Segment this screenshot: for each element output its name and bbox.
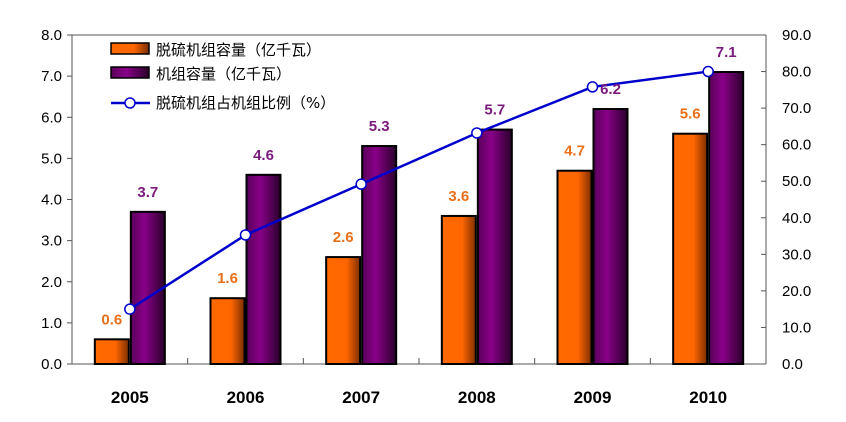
data-labels: 0.6 1.6 2.6 3.6 4.7 5.6 3.7 4.6 5.3 5.7 6.2 7.1 xyxy=(101,44,736,328)
right-tick-label: 20.0 xyxy=(782,283,811,300)
left-tick-label: 2.0 xyxy=(41,274,62,291)
axes: 0.0 1.0 2.0 3.0 4.0 5.0 6.0 7.0 8.0 0.0 10.0 20.0 30… xyxy=(41,27,811,407)
left-tick-label: 0.0 xyxy=(41,356,62,373)
legend-swatch-orange xyxy=(110,42,150,55)
data-label: 3.7 xyxy=(137,184,158,201)
legend-label-ratio: 脱硫机组占机组比例（%） xyxy=(156,94,335,112)
category-label: 2006 xyxy=(227,388,265,407)
ratio-point-2007 xyxy=(355,178,367,190)
category-label: 2010 xyxy=(689,388,727,407)
bar-capacity-2005 xyxy=(129,210,166,365)
left-tick-label: 3.0 xyxy=(41,233,62,250)
bar-capacity-2006 xyxy=(245,173,282,365)
line-series xyxy=(124,65,714,315)
ratio-line xyxy=(129,70,709,311)
left-tick-label: 4.0 xyxy=(41,192,62,209)
data-label: 4.6 xyxy=(253,147,274,164)
data-label: 6.2 xyxy=(600,81,621,98)
ratio-point-2010 xyxy=(702,65,714,78)
data-label: 2.6 xyxy=(333,229,354,246)
ratio-point-2009 xyxy=(586,81,599,93)
ratio-point-2005 xyxy=(124,303,136,315)
legend-marker xyxy=(124,97,136,109)
data-label: 1.6 xyxy=(217,270,238,287)
data-label: 5.3 xyxy=(369,118,390,135)
data-label: 5.6 xyxy=(680,106,701,123)
right-tick-label: 40.0 xyxy=(782,210,811,227)
bar-desulfur-2010 xyxy=(672,132,709,365)
category-label: 2007 xyxy=(342,388,380,407)
legend-swatch-purple xyxy=(110,66,150,79)
left-tick-label: 7.0 xyxy=(41,68,62,85)
bars xyxy=(93,71,745,366)
data-label: 0.6 xyxy=(101,311,122,328)
legend: 脱硫机组容量（亿千瓦） 机组容量（亿千瓦） 脱硫机组占机组比例（%） xyxy=(110,41,335,112)
right-tick-label: 30.0 xyxy=(782,246,811,263)
left-tick-label: 8.0 xyxy=(41,27,62,44)
right-tick-label: 10.0 xyxy=(782,319,811,336)
bar-capacity-2009 xyxy=(592,108,629,366)
data-label: 4.7 xyxy=(564,143,585,160)
category-label: 2008 xyxy=(458,388,496,407)
category-label: 2009 xyxy=(574,388,612,407)
left-tick-label: 5.0 xyxy=(41,150,62,167)
right-tick-label: 90.0 xyxy=(782,27,811,44)
data-label: 7.1 xyxy=(716,44,737,61)
legend-label-capacity: 机组容量（亿千瓦） xyxy=(156,65,291,83)
bar-desulfur-2007 xyxy=(325,256,362,366)
bar-desulfur-2008 xyxy=(440,214,477,365)
data-label: 3.6 xyxy=(448,188,469,205)
ratio-point-2008 xyxy=(471,127,483,139)
right-tick-label: 50.0 xyxy=(782,173,811,190)
bar-capacity-2010 xyxy=(708,71,745,365)
ratio-point-2006 xyxy=(239,229,252,241)
right-tick-label: 60.0 xyxy=(782,137,811,154)
bar-capacity-2008 xyxy=(476,128,513,365)
bar-desulfur-2005 xyxy=(93,338,130,366)
right-tick-label: 70.0 xyxy=(782,100,811,117)
right-tick-label: 0.0 xyxy=(782,356,803,373)
legend-label-desulfur: 脱硫机组容量（亿千瓦） xyxy=(156,41,321,59)
category-label: 2005 xyxy=(111,388,149,407)
bar-capacity-2007 xyxy=(361,145,398,365)
left-tick-label: 6.0 xyxy=(41,109,62,126)
right-tick-label: 80.0 xyxy=(782,64,811,81)
bar-desulfur-2006 xyxy=(209,297,246,366)
bar-desulfur-2009 xyxy=(556,169,593,365)
left-tick-label: 1.0 xyxy=(41,315,62,332)
data-label: 5.7 xyxy=(484,102,505,119)
